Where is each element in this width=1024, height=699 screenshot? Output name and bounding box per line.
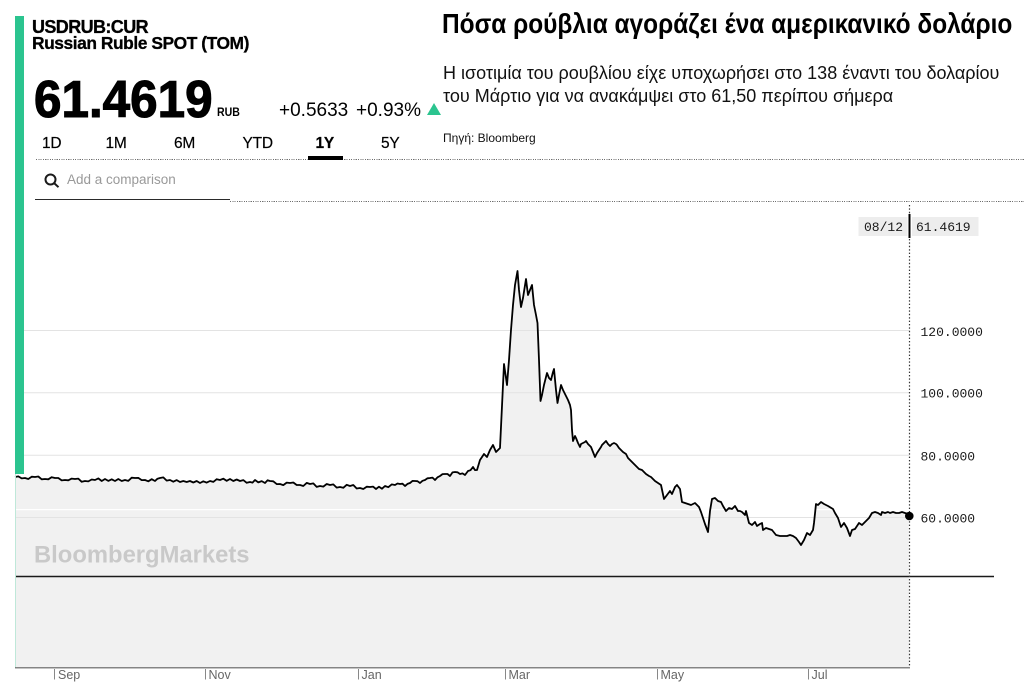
svg-text:May: May [661,668,685,682]
svg-text:Sep: Sep [58,668,80,682]
svg-text:100.0000: 100.0000 [921,386,983,401]
svg-text:Jan: Jan [362,668,382,682]
svg-text:08/12: 08/12 [864,220,903,235]
svg-text:Mar: Mar [509,668,531,682]
svg-text:BloombergMarkets: BloombergMarkets [34,542,250,569]
svg-text:60.0000: 60.0000 [921,511,976,526]
svg-text:120.0000: 120.0000 [921,325,983,340]
svg-text:Jul: Jul [812,668,828,682]
svg-text:80.0000: 80.0000 [921,449,976,464]
svg-text:Nov: Nov [209,668,232,682]
svg-text:61.4619: 61.4619 [916,220,971,235]
